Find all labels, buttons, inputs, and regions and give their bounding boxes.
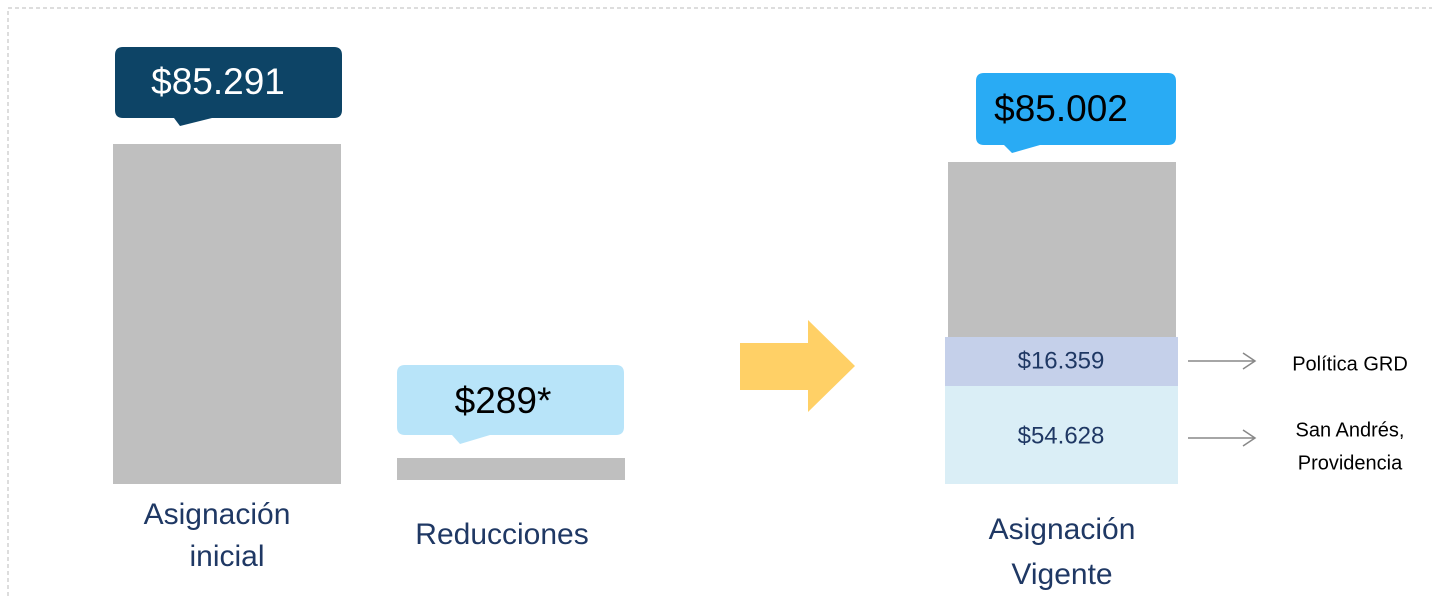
callout xyxy=(976,73,1176,153)
bar xyxy=(397,458,625,480)
segment-label: $16.359 xyxy=(1018,347,1105,374)
note: San Andrés, xyxy=(1296,419,1405,441)
value-label: $289* xyxy=(455,380,552,421)
segment-label: $54.628 xyxy=(1018,422,1105,449)
pointer-arrow xyxy=(1188,352,1257,370)
column-label: Reducciones xyxy=(415,518,588,551)
frame xyxy=(7,7,1432,596)
column-label: inicial xyxy=(189,540,264,573)
bar xyxy=(948,162,1176,337)
callout xyxy=(397,365,624,444)
column-label: Vigente xyxy=(1011,558,1112,591)
note: Política GRD xyxy=(1292,353,1408,375)
value-label: $85.002 xyxy=(994,88,1128,129)
column-label: Asignación xyxy=(989,513,1136,546)
bar xyxy=(113,144,341,484)
column-label: Asignación xyxy=(144,498,291,531)
arrow xyxy=(740,320,855,412)
callout xyxy=(115,47,342,126)
pointer-arrow xyxy=(1188,429,1257,447)
value-label: $85.291 xyxy=(151,61,285,102)
segment xyxy=(945,386,1178,484)
segment xyxy=(945,337,1178,386)
note: Providencia xyxy=(1298,452,1403,474)
